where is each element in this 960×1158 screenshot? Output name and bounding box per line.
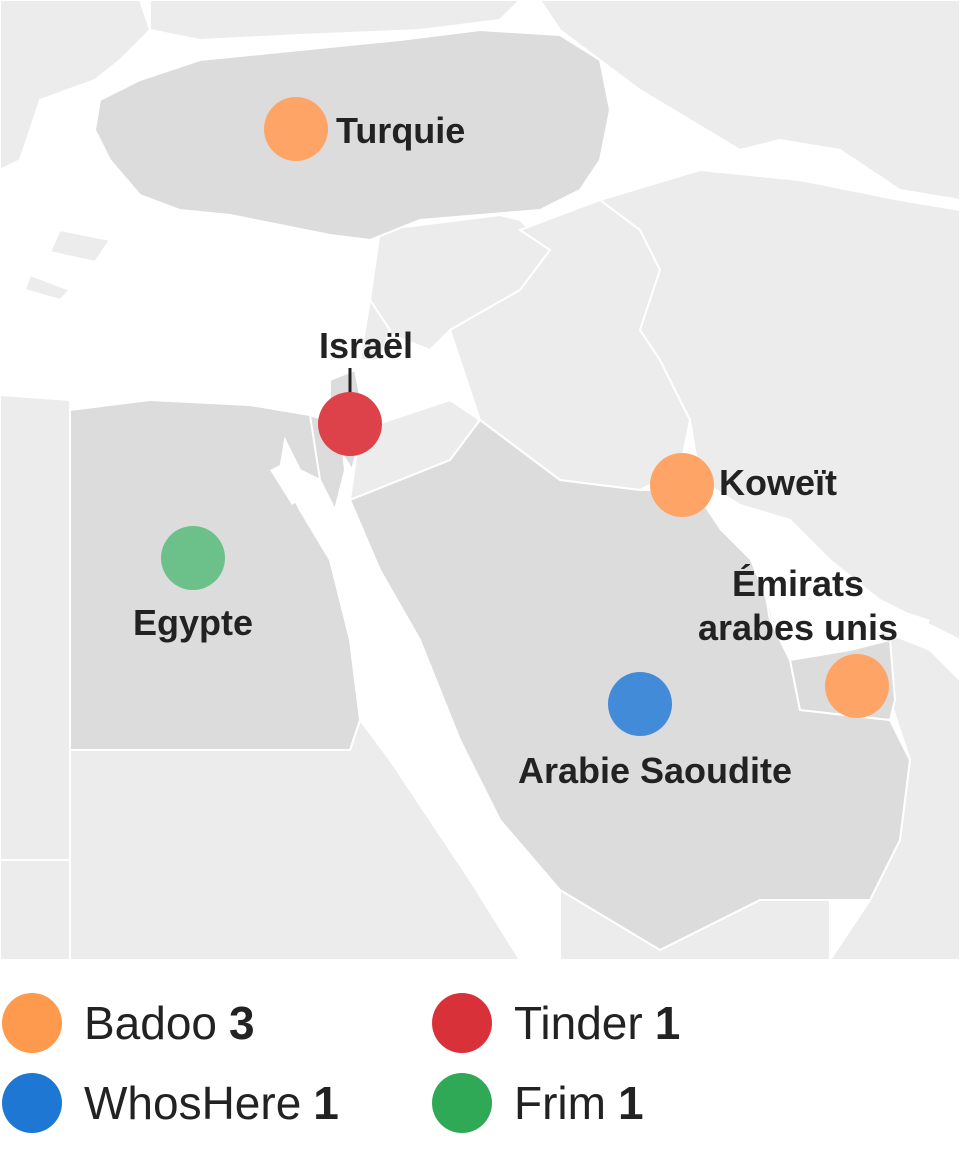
legend-name: Badoo (84, 997, 218, 1049)
legend-count: 1 (617, 1077, 644, 1129)
legend-item-tinder: Tinder 1 (432, 991, 680, 1055)
label-israel: Israël (319, 325, 413, 366)
marker-arabie-saoudite[interactable] (608, 672, 672, 736)
legend-item-frim: Frim 1 (432, 1071, 644, 1135)
legend-name: WhosHere (84, 1077, 302, 1129)
legend-dot-whoshere (2, 1073, 62, 1133)
legend-dot-badoo (2, 993, 62, 1053)
legend-item-badoo: Badoo 3 (2, 991, 255, 1055)
legend-name: Frim (514, 1077, 606, 1129)
marker-emirats[interactable] (825, 654, 889, 718)
legend: Badoo 3 Tinder 1 WhosHere 1 Frim 1 (0, 960, 960, 1158)
legend-count: 1 (313, 1077, 339, 1129)
map: Turquie Israël Koweït Émirats arabes uni… (0, 0, 960, 960)
legend-count: 3 (229, 997, 255, 1049)
label-arabie-saoudite: Arabie Saoudite (518, 750, 792, 791)
marker-koweit[interactable] (650, 453, 714, 517)
red-sea (300, 505, 540, 960)
legend-dot-tinder (432, 993, 492, 1053)
legend-item-whoshere: WhosHere 1 (2, 1071, 339, 1135)
legend-count: 1 (654, 997, 681, 1049)
label-egypte: Egypte (133, 602, 253, 643)
land-background (0, 0, 960, 960)
marker-israel[interactable] (318, 392, 382, 456)
legend-dot-frim (432, 1073, 492, 1133)
label-koweit: Koweït (719, 462, 837, 503)
persian-gulf (700, 500, 930, 650)
label-turquie: Turquie (336, 110, 465, 151)
country-turquie (93, 28, 612, 242)
marker-turquie[interactable] (264, 97, 328, 161)
marker-egypte[interactable] (161, 526, 225, 590)
legend-name: Tinder (514, 997, 643, 1049)
label-emirats-line2: arabes unis (698, 607, 898, 648)
label-emirats-line1: Émirats (732, 563, 864, 604)
dead-sea (270, 465, 300, 505)
